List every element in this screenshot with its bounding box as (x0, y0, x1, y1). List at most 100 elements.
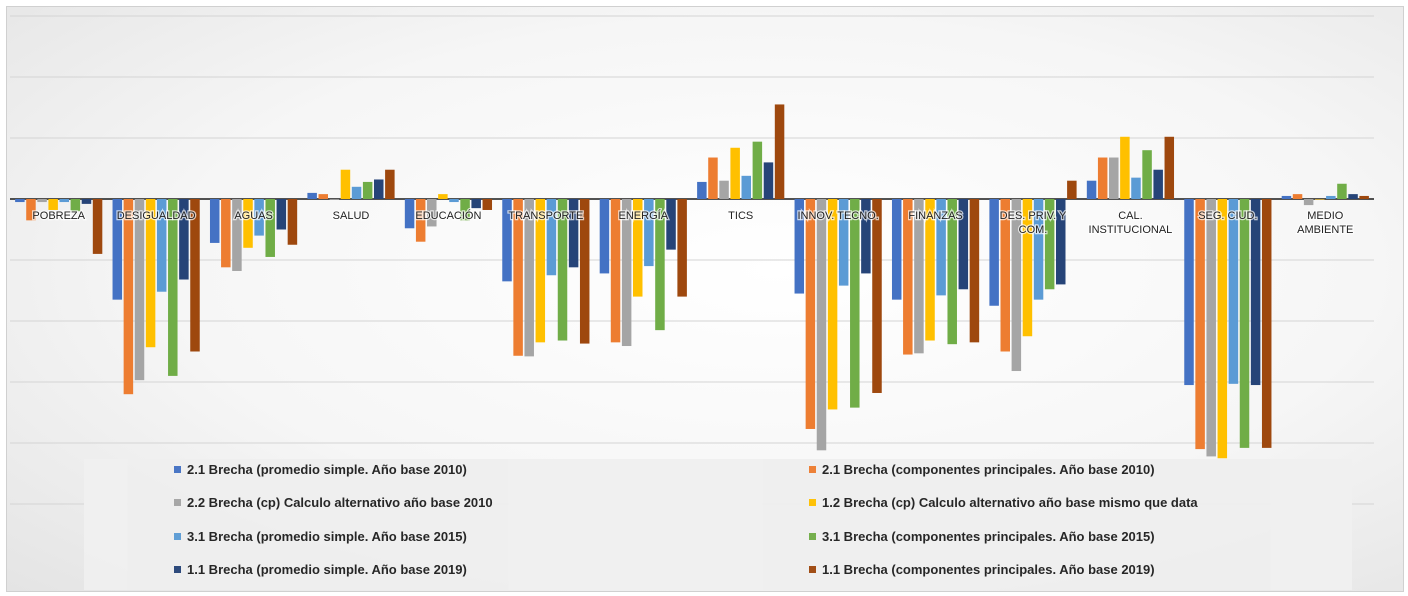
bar (1359, 195, 1369, 199)
bar (1120, 136, 1130, 199)
bar (427, 199, 437, 227)
bar (655, 199, 665, 331)
bar (1261, 199, 1272, 448)
bar (1044, 199, 1055, 290)
bar (404, 199, 415, 229)
bar (1337, 183, 1347, 199)
bar (730, 147, 740, 199)
bar (1292, 194, 1303, 199)
bar (471, 199, 481, 209)
legend-swatch (809, 499, 816, 506)
category-label: CAL. INSTITUCIONAL (1089, 210, 1173, 236)
bar (850, 199, 860, 408)
bar (763, 162, 774, 199)
bar (958, 199, 969, 290)
bar (838, 199, 849, 286)
bar (827, 199, 838, 410)
bar (502, 199, 512, 282)
legend-swatch (174, 533, 181, 540)
bar (1097, 157, 1108, 199)
bar (307, 192, 317, 199)
bar (1326, 195, 1336, 199)
bar (535, 199, 546, 343)
bar (644, 199, 654, 267)
bar (513, 199, 523, 356)
legend-label: 1.1 Brecha (promedio simple. Año base 20… (187, 562, 467, 577)
bar (861, 199, 871, 274)
bar (37, 199, 47, 203)
category-label: TRANSPORTE (508, 210, 583, 222)
legend-label: 2.1 Brecha (promedio simple. Año base 20… (187, 462, 467, 477)
category-label: SALUD (333, 210, 370, 222)
bar (741, 175, 752, 199)
bar (70, 199, 81, 212)
bar (1314, 199, 1325, 200)
bar (145, 199, 156, 348)
bar (903, 199, 913, 355)
bar (1011, 199, 1022, 372)
bar (1250, 199, 1261, 386)
legend-label: 1.1 Brecha (componentes principales. Año… (822, 562, 1155, 577)
bar (1206, 199, 1216, 457)
bar (1109, 157, 1119, 199)
bar (1217, 199, 1228, 459)
bar (632, 199, 643, 297)
bar (385, 169, 395, 199)
legend-swatch (809, 466, 816, 473)
category-label: SEG. CIUD. (1198, 210, 1257, 222)
bar (243, 199, 253, 248)
bar (805, 199, 816, 429)
bar (610, 199, 621, 343)
bar (774, 104, 785, 199)
bar (1022, 199, 1033, 337)
bar (891, 199, 902, 300)
bar (1033, 199, 1044, 300)
bar (568, 199, 579, 268)
bar (1086, 180, 1097, 199)
bar (329, 199, 340, 200)
bar (362, 181, 373, 199)
category-label: TICS (728, 210, 753, 222)
bar (265, 199, 275, 257)
bar (524, 199, 534, 357)
bar (1303, 199, 1314, 206)
bar (1281, 195, 1292, 199)
bar (794, 199, 805, 294)
bar (415, 199, 426, 242)
bar (621, 199, 632, 347)
bar (666, 199, 676, 250)
bar (15, 199, 25, 203)
legend-item: 1.1 Brecha (componentes principales. Año… (809, 562, 1155, 577)
bar (482, 199, 493, 210)
bar (1228, 199, 1239, 384)
bar (26, 199, 36, 221)
bar (1184, 199, 1194, 386)
bar (168, 199, 178, 376)
bar (1153, 169, 1163, 199)
bar (546, 199, 557, 276)
bar (190, 199, 200, 352)
legend-label: 2.1 Brecha (componentes principales. Año… (822, 462, 1155, 477)
legend-item: 3.1 Brecha (promedio simple. Año base 20… (174, 529, 467, 544)
legend-label: 3.1 Brecha (componentes principales. Año… (822, 529, 1155, 544)
category-label: POBREZA (32, 210, 85, 222)
bar (969, 199, 980, 343)
bar (1000, 199, 1010, 352)
legend-item: 2.1 Brecha (componentes principales. Año… (809, 462, 1155, 477)
legend-item: 1.2 Brecha (cp) Calculo alternativo año … (809, 495, 1198, 510)
legend-item: 2.2 Brecha (cp) Calculo alternativo año … (174, 495, 493, 510)
bar (872, 199, 882, 393)
bar (460, 199, 470, 221)
bar (1142, 150, 1152, 199)
category-label: DESIGUALDAD (117, 210, 196, 222)
category-label: DES. PRIV. Y COM. (1000, 210, 1067, 236)
bar (1164, 136, 1175, 199)
bar (48, 199, 58, 210)
bar (914, 199, 924, 354)
bar (697, 181, 707, 199)
bar (947, 199, 957, 345)
legend-label: 1.2 Brecha (cp) Calculo alternativo año … (822, 495, 1198, 510)
bar (579, 199, 590, 344)
bar (254, 199, 264, 236)
legend-swatch (174, 499, 181, 506)
